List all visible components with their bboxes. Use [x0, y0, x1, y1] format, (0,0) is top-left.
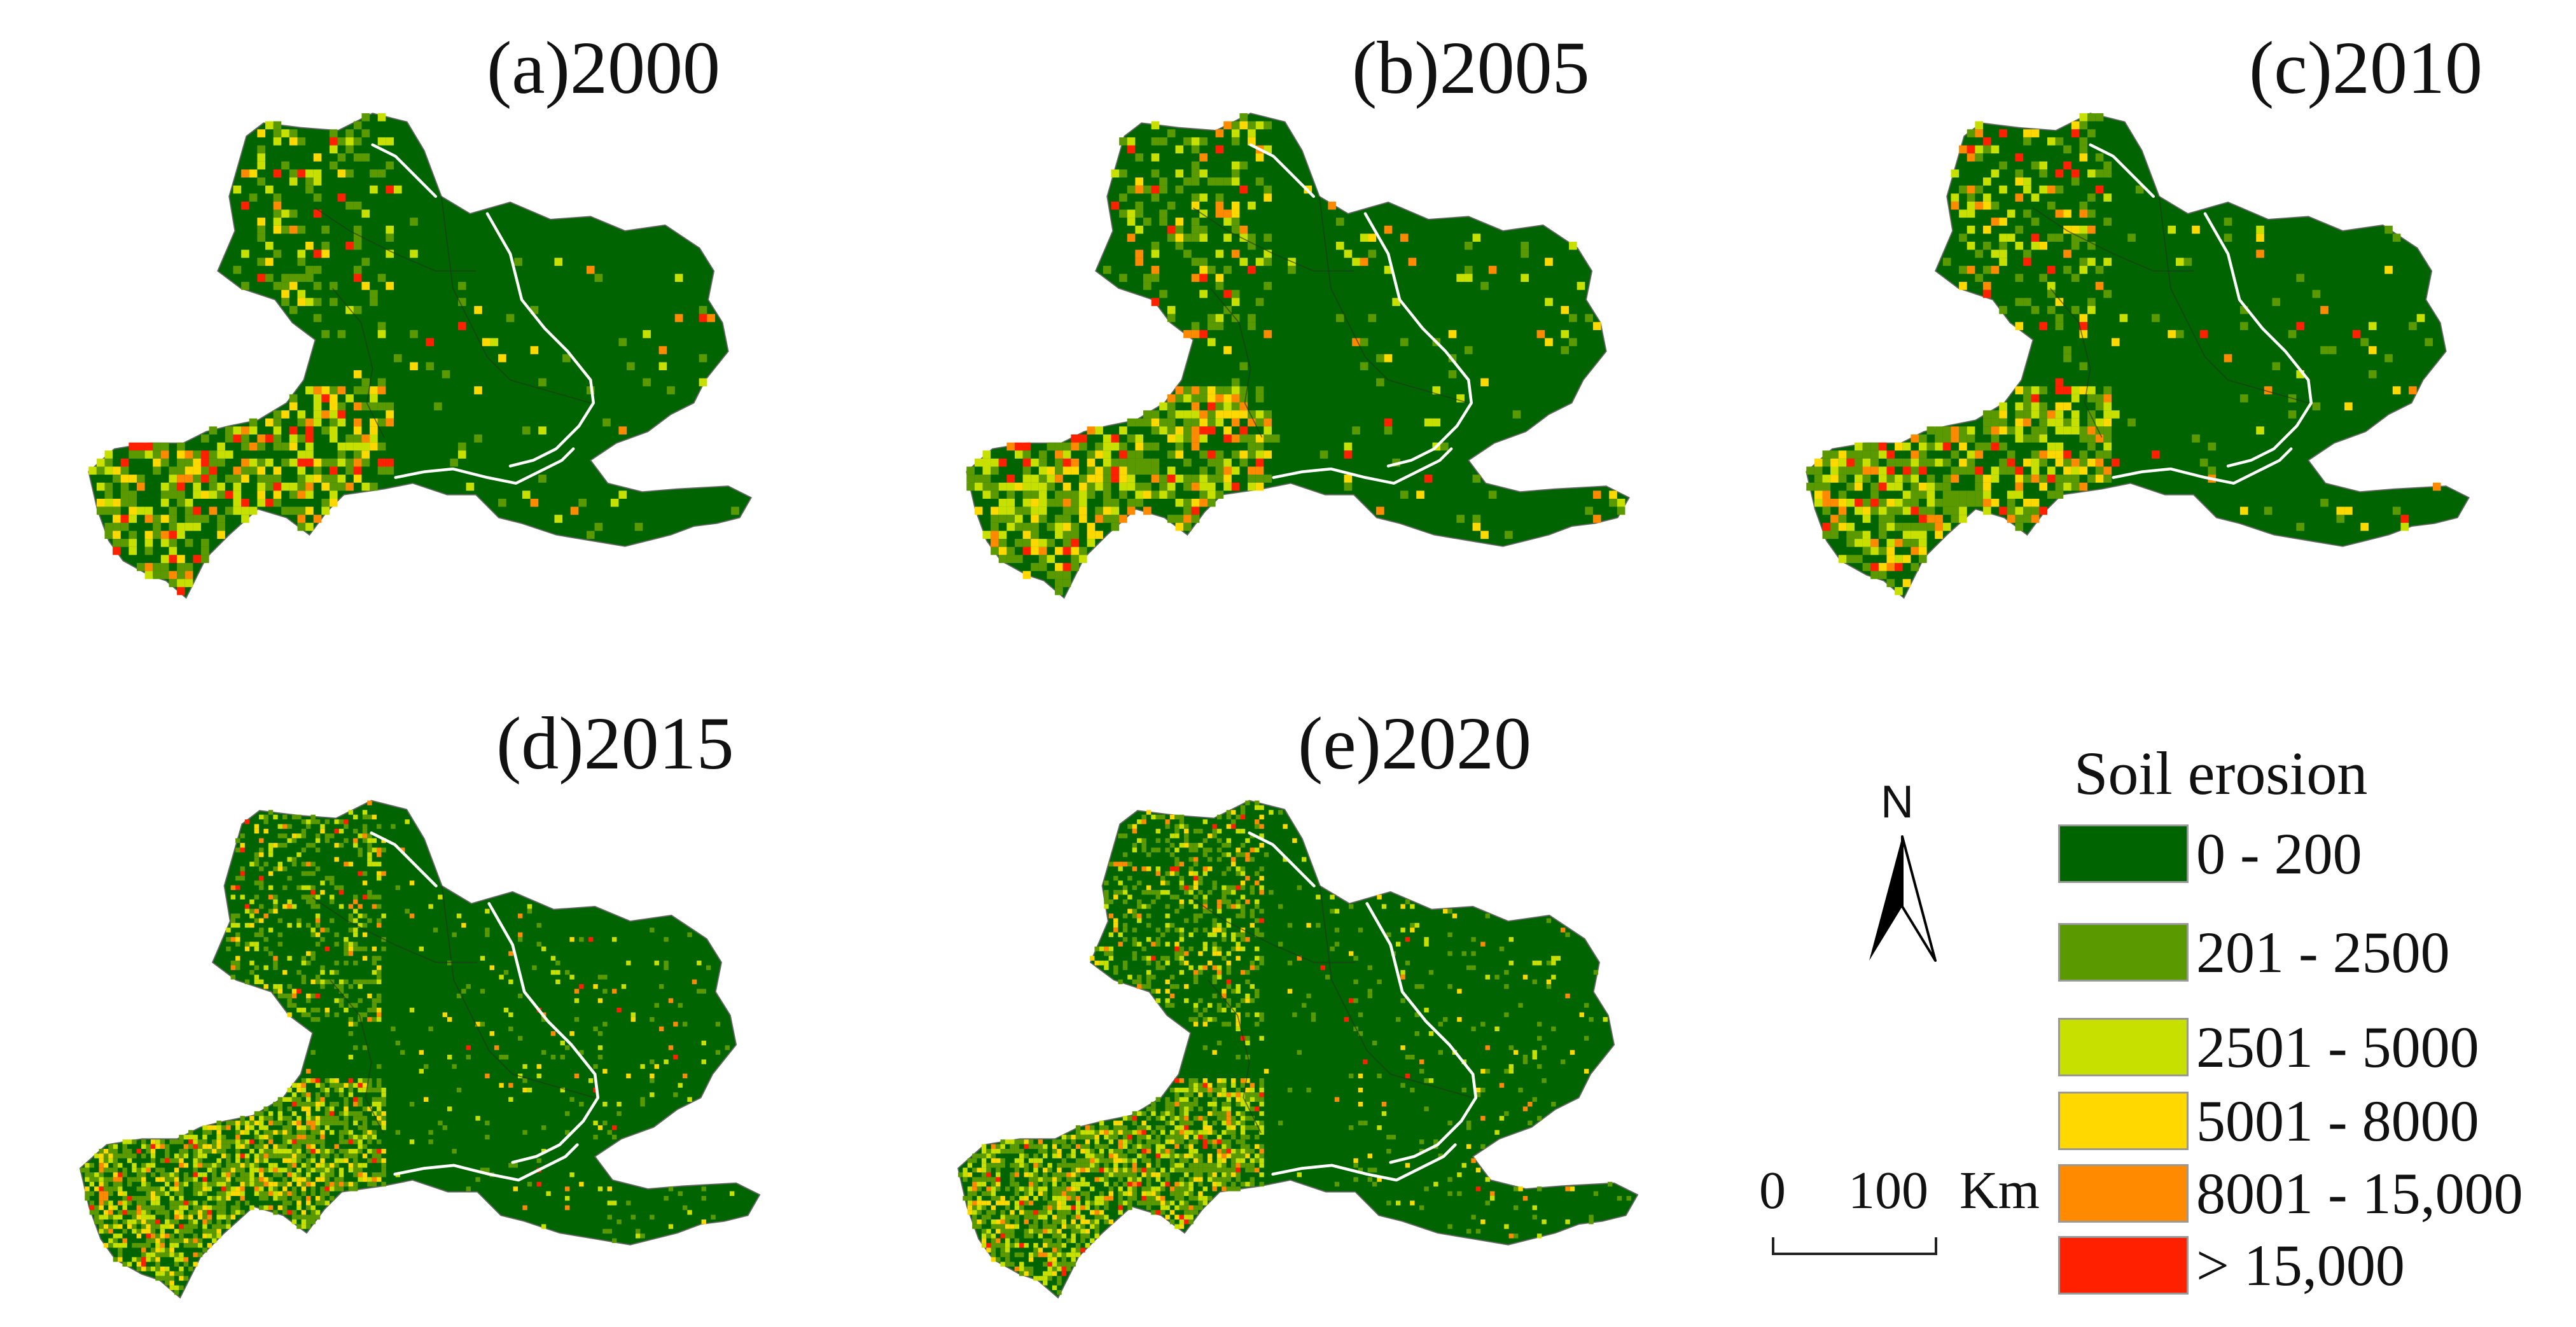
map-panel-c: (c)2010: [1718, 0, 2558, 611]
legend-label: 201 - 2500: [2196, 920, 2450, 985]
soil-erosion-map-d: [79, 800, 761, 1299]
legend-label: 2501 - 5000: [2196, 1015, 2479, 1080]
legend-label: > 15,000: [2196, 1233, 2405, 1298]
legend-item-201-2500: 201 - 2500: [2055, 923, 2564, 987]
legend-item-0-200: 0 - 200: [2055, 824, 2564, 888]
map-panel-b: (b)2005: [878, 0, 1718, 611]
legend-label: 0 - 200: [2196, 821, 2362, 886]
north-arrow: N: [1858, 779, 1947, 970]
soil-erosion-map-b: [966, 113, 1631, 599]
legend-label: 8001 - 15,000: [2196, 1161, 2523, 1226]
soil-erosion-map-c: [1806, 113, 2470, 599]
panel-title-b: (b)2005: [1352, 26, 1590, 109]
panel-title-c: (c)2010: [2249, 26, 2482, 109]
legend-swatch: [2058, 824, 2189, 883]
scale-bar-end: 100: [1848, 1161, 1928, 1220]
map-panel-d: (d)2015: [0, 687, 840, 1310]
legend-item-8001-15000: 8001 - 15,000: [2055, 1164, 2564, 1228]
legend-swatch: [2058, 1236, 2189, 1295]
north-arrow-icon: [1869, 835, 1937, 962]
legend-swatch: [2058, 1164, 2189, 1223]
legend-item-2501-5000: 2501 - 5000: [2055, 1018, 2564, 1081]
scale-bar-start: 0: [1759, 1161, 1786, 1220]
legend-item-5001-8000: 5001 - 8000: [2055, 1092, 2564, 1155]
north-arrow-label: N: [1881, 777, 1914, 828]
legend-item-over-15000: > 15,000: [2055, 1236, 2564, 1300]
legend: Soil erosion 0 - 200 201 - 2500 2501 - 5…: [2055, 743, 2564, 1316]
legend-swatch: [2058, 1092, 2189, 1150]
legend-swatch: [2058, 1018, 2189, 1076]
panel-title-e: (e)2020: [1298, 702, 1531, 785]
legend-title: Soil erosion: [2074, 739, 2368, 807]
soil-erosion-map-e: [957, 800, 1639, 1299]
panel-title-d: (d)2015: [496, 702, 734, 785]
legend-label: 5001 - 8000: [2196, 1088, 2479, 1153]
map-panel-e: (e)2020: [878, 687, 1718, 1310]
scale-bar: 0 100 Km: [1753, 1164, 2052, 1279]
legend-swatch: [2058, 923, 2189, 982]
panel-title-a: (a)2000: [487, 26, 720, 109]
scale-bar-line: [1772, 1237, 1937, 1255]
scale-bar-unit: Km: [1960, 1161, 2040, 1220]
map-panel-a: (a)2000: [0, 0, 840, 611]
soil-erosion-map-a: [88, 113, 753, 599]
